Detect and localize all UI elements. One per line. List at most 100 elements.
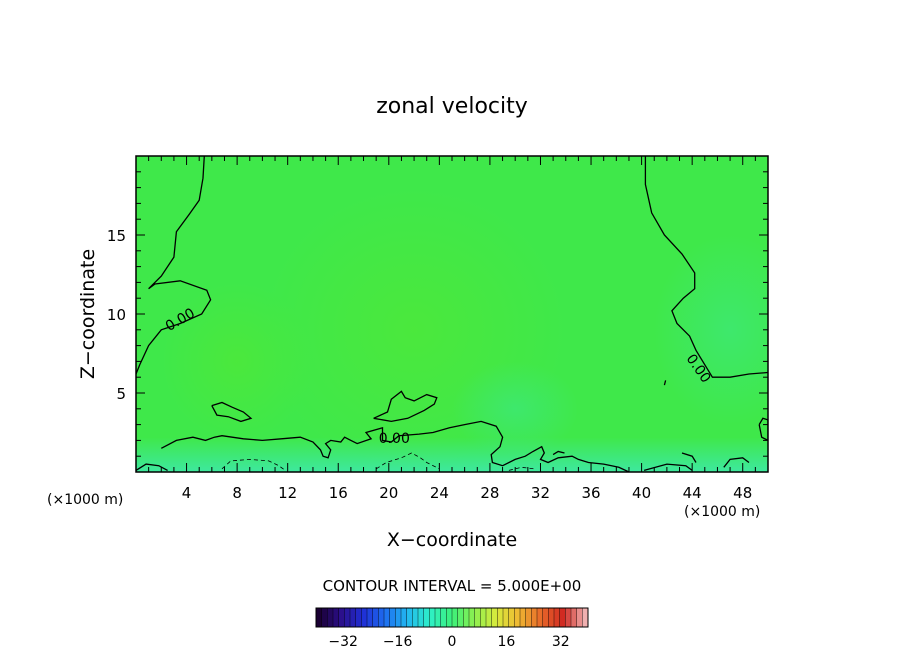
contour-negative [375,452,440,470]
colorbar [315,607,589,628]
contour-small [643,463,693,472]
colorbar-segment [383,607,391,628]
colorbar-segment [372,607,379,628]
colorbar-segment [474,607,481,628]
colorbar-segment [423,607,430,628]
colorbar-segment [366,607,374,628]
colorbar-frame [315,607,589,628]
colorbar-segment [446,607,453,628]
contour-small [663,380,667,386]
colorbar-segment [400,607,408,628]
surface-shading [136,437,768,472]
y-tick-label: 15 [107,227,126,245]
x-tick-label: 20 [379,484,398,502]
colorbar-segment [389,607,396,628]
field-blob [654,235,768,425]
x-tick-label: 44 [683,484,702,502]
contour-zero-left [136,156,212,375]
x-unit-left: (×1000 m) [47,492,123,508]
x-tick-label: 36 [581,484,600,502]
contour-small [681,452,697,463]
x-tick-label: 40 [632,484,651,502]
colorbar-segment [451,607,459,628]
x-tick-label: 28 [480,484,499,502]
colorbar-segment [406,607,413,628]
colorbar-segment [559,607,566,628]
colorbar-ticks: −32 −16 0 16 32 [328,634,569,650]
colorbar-tick-label: 32 [552,634,570,650]
contour-interval-text: CONTOUR INTERVAL = 5.000E+00 [323,577,582,595]
colorbar-segment [514,607,521,628]
x-tick-label: 24 [430,484,449,502]
chart-title: zonal velocity [376,94,528,119]
contour-negative [221,458,286,471]
contour-label: 0.00 [379,431,410,447]
x-tick-label: 48 [733,484,752,502]
colorbar-segment [429,607,436,628]
field-shading [136,187,768,472]
colorbar-segment [531,607,538,628]
contour-zero-right [644,156,768,378]
colorbar-segment [491,607,498,628]
colorbar-segment [508,607,515,628]
colorbar-segment [338,607,345,628]
colorbar-segment [525,607,532,628]
colorbar-segment [548,607,555,628]
x-tick-label: 4 [182,484,192,502]
colorbar-segment [361,607,368,628]
y-tick-label: 10 [107,306,126,324]
colorbar-tick-label: −16 [383,634,413,650]
x-tick-label: 32 [531,484,550,502]
colorbar-segment [457,607,464,628]
colorbar-segment [321,607,328,628]
colorbar-segment [480,607,487,628]
colorbar-tick-label: 0 [448,634,457,650]
contour-small [552,450,565,456]
colorbar-segment [542,607,549,628]
colorbar-segment [536,607,544,628]
contour-small [211,401,253,423]
x-unit-right: (×1000 m) [684,504,760,520]
contour-small [136,463,168,471]
colorbar-segment [576,607,583,628]
colorbar-segment [378,607,385,628]
x-tick-label: 12 [278,484,297,502]
colorbar-segment [395,607,402,628]
field-blob [452,361,579,457]
colorbar-segment [417,607,425,628]
field-blob [161,282,313,441]
colorbar-segment [519,607,527,628]
colorbar-segment [332,607,340,628]
colorbar-segment [440,607,447,628]
colorbar-segment [570,607,578,628]
colorbar-tick-label: 16 [497,634,515,650]
colorbar-segment [468,607,476,628]
plot-area [136,156,768,472]
colorbar-segment [485,607,493,628]
colorbar-segment [315,607,323,628]
colorbar-segment [349,607,357,628]
colorbar-segment [582,607,589,628]
contour-negative [508,466,535,471]
colorbar-segment [327,607,334,628]
colorbar-segment [497,607,504,628]
colorbar-segment [355,607,362,628]
contour-zero-lower [160,420,630,472]
contour-lines [136,156,768,472]
colorbar-segment [553,607,561,628]
contour-small [723,457,750,468]
colorbar-segment [412,607,419,628]
colorbar-segment [565,607,572,628]
contour-small [758,417,768,442]
colorbar-segment [434,607,442,628]
colorbar-tick-label: −32 [328,634,358,650]
colorbar-segment [502,607,510,628]
y-axis-label: Z−coordinate [77,249,99,379]
y-tick-label: 5 [116,385,126,403]
x-tick-label: 16 [329,484,348,502]
x-axis-label: X−coordinate [387,529,517,551]
colorbar-segment [463,607,470,628]
contour-small [373,390,438,423]
